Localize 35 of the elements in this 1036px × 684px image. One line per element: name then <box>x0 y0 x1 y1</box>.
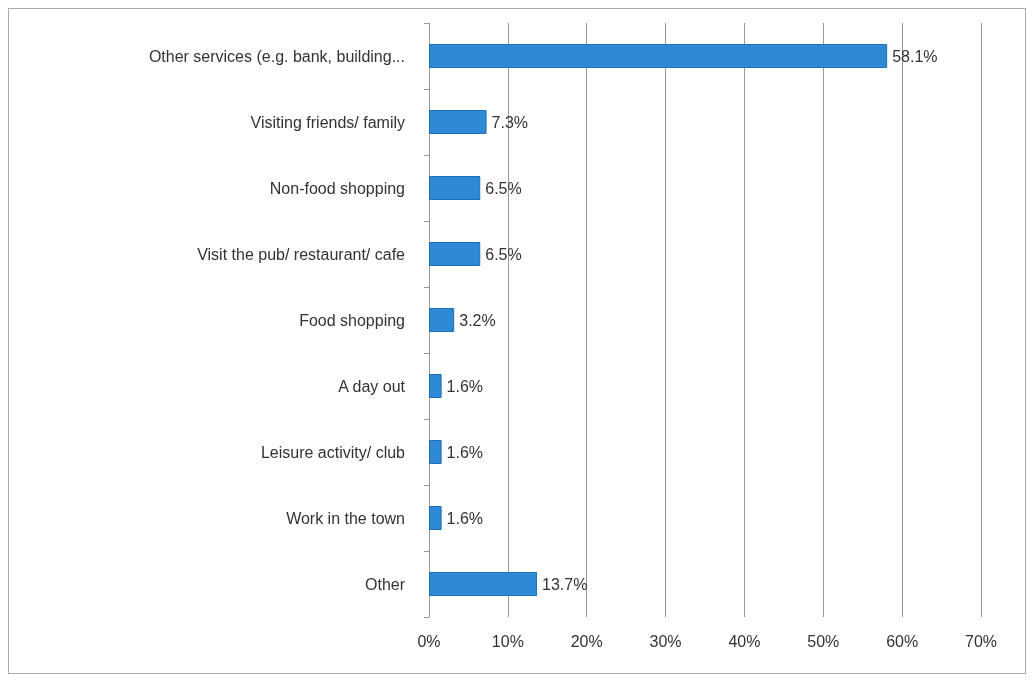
y-tick-label: Other services (e.g. bank, building... <box>148 47 405 65</box>
bar <box>429 572 538 596</box>
x-tick-label: 20% <box>570 632 603 650</box>
x-tick-label: 50% <box>807 632 840 650</box>
data-label: 58.1% <box>892 47 938 65</box>
data-label: 6.5% <box>485 179 522 197</box>
bar <box>429 374 442 398</box>
data-label: 1.6% <box>446 377 484 395</box>
x-tick-label: 40% <box>728 632 761 650</box>
bar <box>429 176 481 200</box>
bar <box>429 110 487 134</box>
data-label: 1.6% <box>446 509 484 527</box>
y-tick-label: Other <box>364 575 406 593</box>
y-tick-label: Leisure activity/ club <box>260 443 406 461</box>
data-label: 1.6% <box>446 443 484 461</box>
x-tick-label: 70% <box>964 632 998 650</box>
y-tick-label: A day out <box>338 377 406 395</box>
bar <box>429 308 455 332</box>
x-tick-label: 10% <box>491 632 524 650</box>
x-tick-label: 60% <box>886 632 919 650</box>
y-tick-label: Visit the pub/ restaurant/ cafe <box>197 245 406 263</box>
y-tick-label: Non-food shopping <box>269 179 405 197</box>
x-tick-label: 0% <box>417 632 441 650</box>
x-tick-label: 30% <box>649 632 682 650</box>
data-label: 7.3% <box>491 113 529 131</box>
y-tick-label: Food shopping <box>299 311 405 329</box>
bar <box>429 242 481 266</box>
bar <box>429 44 888 68</box>
bar <box>429 506 442 530</box>
data-label: 6.5% <box>485 245 522 263</box>
y-tick-label: Work in the town <box>286 509 405 527</box>
data-label: 13.7% <box>542 575 588 593</box>
bar <box>429 440 442 464</box>
data-label: 3.2% <box>459 311 496 329</box>
y-tick-label: Visiting friends/ family <box>250 113 405 131</box>
